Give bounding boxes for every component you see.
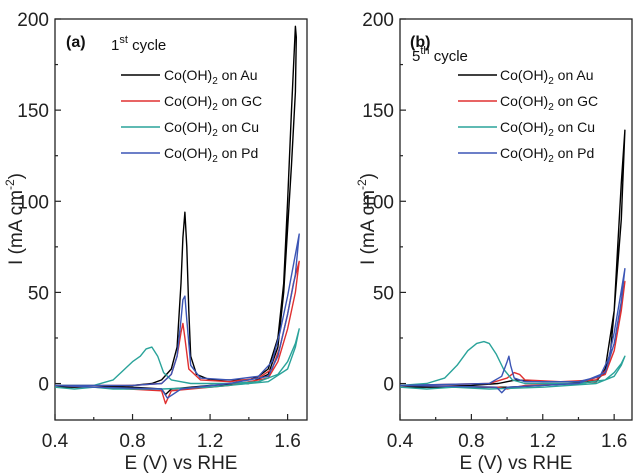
x-axis-label-a: E (V) vs RHE xyxy=(125,453,238,474)
y-tick-labels-a: 0 50 100 150 200 xyxy=(17,10,49,396)
legend-label-b-2: Co(OH)2 on Cu xyxy=(500,119,595,139)
legend-a: Co(OH)2 on Au Co(OH)2 on GC Co(OH)2 on C… xyxy=(121,67,262,165)
legend-label-a-1: Co(OH)2 on GC xyxy=(164,93,262,113)
y-tick-label-a-4: 200 xyxy=(17,10,49,31)
legend-label-b-0: Co(OH)2 on Au xyxy=(500,67,594,87)
series-line-b-3 xyxy=(399,268,626,394)
plot-frame-a xyxy=(54,18,308,421)
legend-entry-a-2: Co(OH)2 on Cu xyxy=(121,119,259,139)
y-tick-labels-b: 0 50 100 150 200 xyxy=(362,10,394,396)
series-lines-a xyxy=(54,25,300,405)
legend-entry-b-1: Co(OH)2 on GC xyxy=(458,93,598,113)
series-line-b-0 xyxy=(399,129,626,388)
x-tick-label-a-0: 0.4 xyxy=(42,431,69,452)
cycle-number-b: 5 xyxy=(412,48,420,65)
x-tick-label-b-0: 0.4 xyxy=(387,431,414,452)
y-tick-label-a-3: 150 xyxy=(17,101,49,122)
legend-entry-b-3: Co(OH)2 on Pd xyxy=(458,145,594,165)
ticks-a xyxy=(54,18,289,420)
cycle-number-a: 1 xyxy=(111,37,119,54)
cycle-word-a: cycle xyxy=(128,37,166,54)
series-lines-b xyxy=(399,129,626,394)
legend-label-a-2: Co(OH)2 on Cu xyxy=(164,119,259,139)
series-line-b-1 xyxy=(399,280,626,390)
plot-frame-b xyxy=(399,18,633,421)
x-tick-label-b-3: 1.6 xyxy=(601,431,627,452)
y-axis-label-a: I (mA cm-2) xyxy=(3,173,27,265)
y-tick-label-b-4: 200 xyxy=(362,10,394,31)
legend-entry-a-3: Co(OH)2 on Pd xyxy=(121,145,258,165)
panel-label-a: (a) xyxy=(66,34,86,51)
y-tick-label-b-0: 0 xyxy=(383,375,394,396)
legend-entry-a-0: Co(OH)2 on Au xyxy=(121,67,258,87)
x-axis-label-b: E (V) vs RHE xyxy=(460,453,573,474)
panel-label-b: (b) xyxy=(410,34,430,51)
x-tick-label-a-2: 1.2 xyxy=(197,431,223,452)
legend-entry-b-2: Co(OH)2 on Cu xyxy=(458,119,595,139)
y-tick-label-b-3: 150 xyxy=(362,101,394,122)
x-tick-label-a-1: 0.8 xyxy=(119,431,145,452)
legend-entry-a-1: Co(OH)2 on GC xyxy=(121,93,262,113)
y-tick-label-b-2: 100 xyxy=(362,192,394,213)
y-tick-label-a-0: 0 xyxy=(38,375,49,396)
x-tick-label-a-3: 1.6 xyxy=(274,431,300,452)
series-line-a-3 xyxy=(54,233,300,399)
cycle-label-b: 5th cycle xyxy=(412,45,468,65)
y-tick-label-b-1: 50 xyxy=(373,283,394,304)
ticks-b xyxy=(399,18,615,420)
cycle-word-b: cycle xyxy=(430,48,468,65)
y-tick-label-a-2: 100 xyxy=(17,192,49,213)
y-tick-label-a-1: 50 xyxy=(28,283,49,304)
legend-label-a-3: Co(OH)2 on Pd xyxy=(164,145,258,165)
cycle-label-a: 1st cycle xyxy=(111,34,166,54)
cycle-suffix-b: th xyxy=(420,45,429,57)
y-axis-label-b: I (mA cm-2) xyxy=(355,173,379,265)
legend-label-b-3: Co(OH)2 on Pd xyxy=(500,145,594,165)
legend-label-b-1: Co(OH)2 on GC xyxy=(500,93,598,113)
x-tick-labels-a: 0.4 0.8 1.2 1.6 xyxy=(42,431,301,452)
x-tick-label-b-2: 1.2 xyxy=(530,431,556,452)
x-tick-labels-b: 0.4 0.8 1.2 1.6 xyxy=(387,431,628,452)
legend-label-a-0: Co(OH)2 on Au xyxy=(164,67,258,87)
legend-entry-b-0: Co(OH)2 on Au xyxy=(458,67,594,87)
legend-b: Co(OH)2 on Au Co(OH)2 on GC Co(OH)2 on C… xyxy=(458,67,598,165)
series-line-b-2 xyxy=(399,340,626,390)
cycle-suffix-a: st xyxy=(119,34,128,46)
x-tick-label-b-1: 0.8 xyxy=(458,431,484,452)
